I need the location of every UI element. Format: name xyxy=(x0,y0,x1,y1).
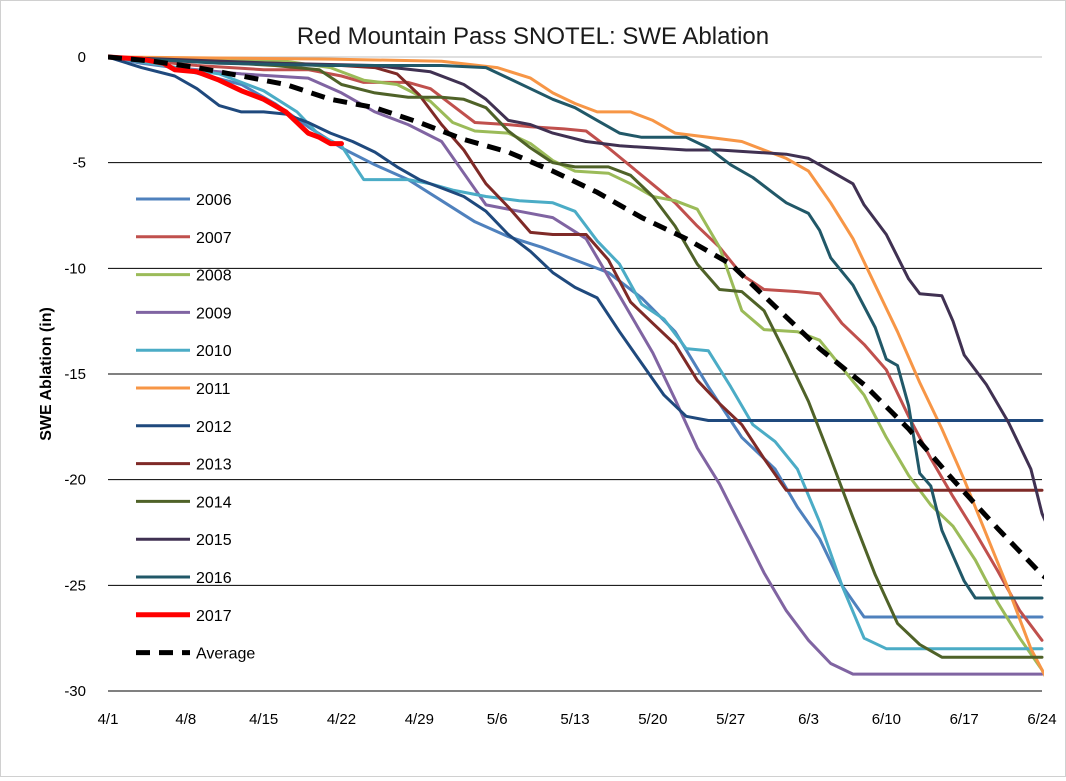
x-tick-label: 5/20 xyxy=(638,711,667,728)
plot-area xyxy=(108,54,1044,677)
legend: 2006 2007 2008 2009 2010 2011 2012 2013 2014 2015… xyxy=(136,192,255,663)
x-tick-label: 6/17 xyxy=(950,711,979,728)
x-tick-label: 4/8 xyxy=(175,711,196,728)
series-line-2006 xyxy=(108,55,1044,619)
series-line-2013 xyxy=(108,55,1044,492)
legend-label: 2015 xyxy=(196,532,232,549)
y-tick-label: -10 xyxy=(64,260,86,277)
series-line-2014 xyxy=(108,55,1044,659)
y-tick-label: -5 xyxy=(73,155,86,172)
series-line-2012 xyxy=(108,55,1044,422)
x-tick-label: 4/22 xyxy=(327,711,356,728)
series-line-2016 xyxy=(108,55,1044,600)
legend-label: Average xyxy=(196,646,255,663)
series-line-2009 xyxy=(108,55,1044,676)
x-tick-label: 6/10 xyxy=(872,711,901,728)
x-tick-label: 6/24 xyxy=(1027,711,1056,728)
y-tick-label: -25 xyxy=(64,577,86,594)
y-tick-label: -15 xyxy=(64,366,86,383)
legend-label: 2017 xyxy=(196,608,232,625)
x-tick-label: 5/27 xyxy=(716,711,745,728)
gridlines xyxy=(108,56,1042,692)
legend-label: 2007 xyxy=(196,230,232,247)
legend-label: 2006 xyxy=(196,192,232,209)
y-axis-label: SWE Ablation (in) xyxy=(38,307,55,441)
legend-label: 2009 xyxy=(196,305,232,322)
y-tick-label: -30 xyxy=(64,683,86,700)
legend-label: 2010 xyxy=(196,343,232,360)
x-tick-label: 5/13 xyxy=(560,711,589,728)
series-line-average xyxy=(108,54,1044,580)
x-tick-label: 4/1 xyxy=(98,711,119,728)
x-tick-label: 4/29 xyxy=(405,711,434,728)
x-axis-ticks: 4/1 4/8 4/15 4/22 4/29 5/6 5/13 5/20 5/27 6/3 6/10… xyxy=(98,711,1057,728)
y-tick-label: 0 xyxy=(78,49,86,66)
legend-label: 2013 xyxy=(196,457,232,474)
legend-label: 2011 xyxy=(196,381,231,398)
x-tick-label: 4/15 xyxy=(249,711,278,728)
legend-label: 2008 xyxy=(196,268,232,285)
x-tick-label: 5/6 xyxy=(487,711,508,728)
legend-label: 2012 xyxy=(196,419,232,436)
chart-title: Red Mountain Pass SNOTEL: SWE Ablation xyxy=(297,23,769,50)
y-tick-label: -20 xyxy=(64,472,86,489)
series-line-2007 xyxy=(108,55,1044,642)
legend-label: 2016 xyxy=(196,570,232,587)
y-axis-ticks: 0 -5 -10 -15 -20 -25 -30 xyxy=(64,49,86,700)
legend-label: 2014 xyxy=(196,494,232,511)
series-line-2015 xyxy=(108,55,1044,522)
series-line-2010 xyxy=(108,55,1044,651)
x-tick-label: 6/3 xyxy=(798,711,819,728)
series-line-2011 xyxy=(108,55,1044,677)
